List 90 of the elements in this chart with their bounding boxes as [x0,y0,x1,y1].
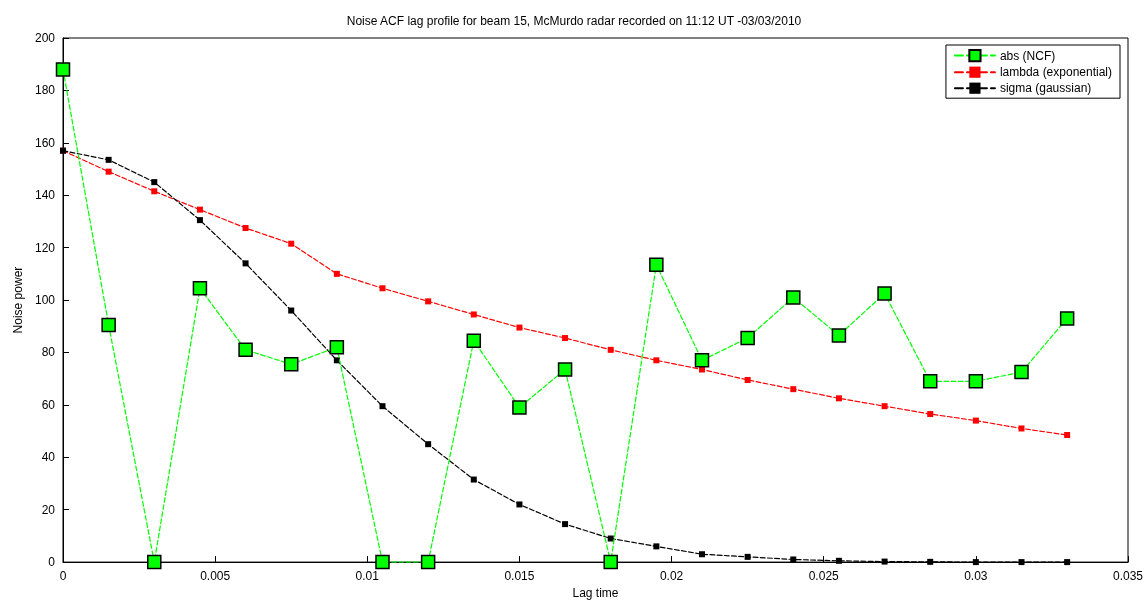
point [922,374,938,389]
point [881,403,888,410]
point [1064,559,1071,566]
x-tick-label: 0.03 [964,569,988,584]
chart-title: Noise ACF lag profile for beam 15, McMurdo radar recorded on 11:12 UT -03/03/2010 [346,14,802,28]
point [607,535,614,542]
legend-label: lambda (exponential) [999,65,1113,80]
point [516,501,523,508]
point [516,324,523,331]
point [333,270,340,277]
point [694,353,710,368]
point [288,240,295,247]
point [283,357,299,372]
point [790,556,797,563]
point [1018,425,1025,432]
point [790,386,797,393]
x-tick-label: 0.01 [355,569,380,584]
point [425,298,432,305]
point [562,521,569,528]
point [105,168,112,175]
point [512,400,527,415]
point [607,346,614,353]
point [649,257,664,272]
x-axis-title: Lag time [572,586,619,600]
y-tick-label: 140 [34,188,56,203]
y-tick-label: 20 [41,502,56,517]
point [653,357,660,364]
point [744,376,751,383]
point [557,362,573,377]
point [835,395,842,402]
point [420,554,436,570]
point [329,339,345,355]
x-tick-label: 0.025 [808,569,840,584]
point [375,554,390,570]
point [968,374,984,389]
point [1064,432,1071,439]
point [151,188,158,195]
point [196,217,203,224]
point [603,554,618,570]
point [147,554,162,570]
point [55,62,71,77]
point [192,281,208,296]
point [196,206,203,213]
y-tick-label: 80 [41,345,56,360]
y-tick-label: 40 [41,450,56,465]
legend-label: sigma (gaussian) [999,81,1092,96]
x-tick-label: 0.02 [659,569,684,584]
point [1059,311,1075,326]
point [288,307,295,314]
point [470,476,477,483]
point [786,290,801,305]
x-tick-label: 0.005 [200,569,231,584]
point [470,311,477,318]
y-tick-label: 180 [34,83,56,98]
point [101,317,116,333]
y-tick-label: 160 [34,135,56,150]
point [744,553,751,560]
point [972,559,979,566]
point [425,441,432,448]
point [972,417,979,424]
point [238,342,253,358]
point [1014,364,1029,380]
y-tick-label: 60 [41,397,56,412]
point [927,558,934,565]
y-tick-label: 100 [34,293,56,308]
x-tick-label: 0.015 [504,569,535,584]
y-axis-title: Noise power [11,266,26,334]
point [740,330,755,346]
y-tick-label: 120 [34,240,56,255]
point [835,557,842,564]
point [242,260,249,267]
point [927,411,934,418]
y-tick-label: 200 [34,31,56,45]
y-tick-label: 0 [48,555,56,570]
point [699,551,705,558]
point [242,224,249,231]
legend-label: abs (NCF) [999,48,1056,63]
point [151,179,158,186]
point [881,558,888,565]
point [562,335,569,342]
point [466,333,482,348]
x-tick-label: 0 [59,569,67,584]
point [1018,559,1025,566]
point [105,156,112,163]
point [379,403,386,410]
point [653,543,660,550]
point [831,328,847,343]
point [379,285,386,292]
x-tick-label: 0.035 [1112,569,1144,584]
point [877,286,892,301]
